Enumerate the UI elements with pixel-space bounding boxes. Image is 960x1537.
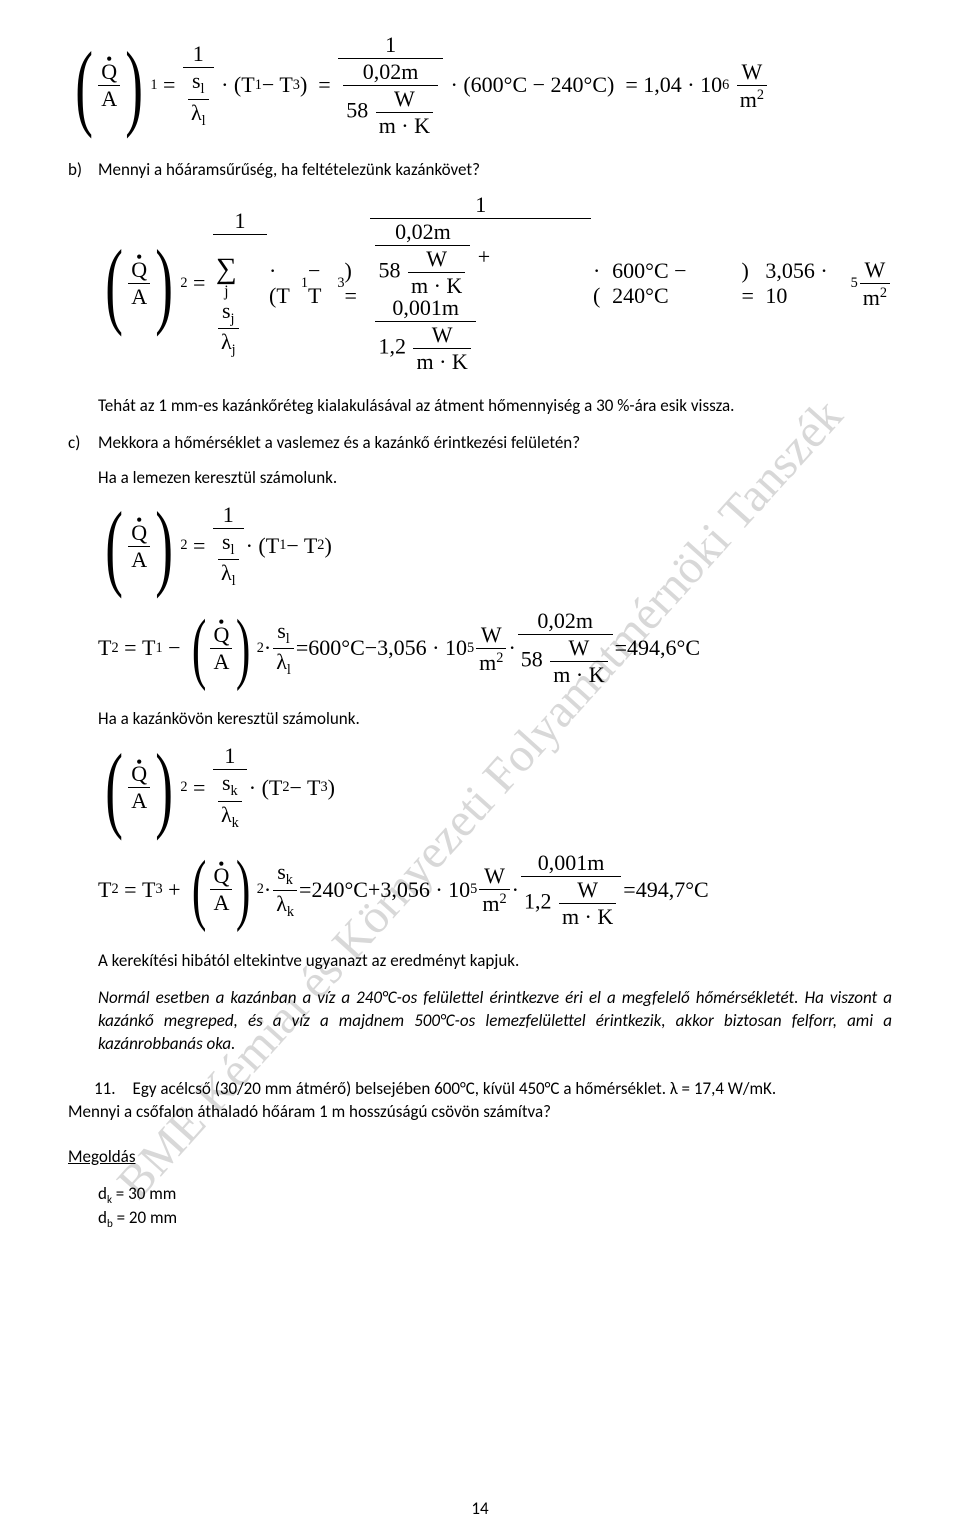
page-content: Q A 1 = 1 sl λl · (T1 − T3) = 1 0,02m 58 [68, 34, 892, 1230]
item-c-label: c) [68, 432, 98, 453]
equation-c2: T2 = T1 − QA 2 · sl λl = 600°C − 3,056 ·… [98, 610, 892, 686]
b-conclusion: Tehát az 1 mm-es kazánkőréteg kialakulás… [98, 395, 892, 418]
item-c: c) Mekkora a hőmérséklet a vaslemez és a… [68, 432, 892, 453]
item-b-label: b) [68, 159, 98, 180]
equation-b: Q A 2 = 1 ∑j sj λj · (T1 − T3) = 1 0,02m… [98, 194, 892, 373]
variables-list: dk = 30 mm db = 20 mm [98, 1183, 892, 1231]
item-b: b) Mennyi a hőáramsűrűség, ha feltételez… [68, 159, 892, 180]
item-b-question: Mennyi a hőáramsűrűség, ha feltételezünk… [98, 159, 892, 180]
c-kazankov-text: Ha a kazánkövön keresztül számolunk. [98, 708, 892, 731]
var-db: db = 20 mm [98, 1207, 892, 1230]
item-c-question: Mekkora a hőmérséklet a vaslemez és a ka… [98, 432, 892, 453]
problem-11-lead: 11. Egy acélcső (30/20 mm átmérő) belsej… [68, 1078, 892, 1124]
equation-c3: QA 2 = 1 sk λk · (T2 − T3) [98, 745, 892, 830]
c-normal-text: Normál esetben a kazánban a víz a 240°C-… [98, 987, 892, 1056]
equation-c1: QA 2 = 1 sl λl · (T1 − T2) [98, 504, 892, 589]
var-dk: dk = 30 mm [98, 1183, 892, 1206]
megoldas-heading: Megoldás [68, 1146, 892, 1169]
c-rounding-text: A kerekítési hibától eltekintve ugyanazt… [98, 950, 892, 973]
equation-c4: T2 = T3 + QA 2 · sk λk = 240°C + 3,056 ·… [98, 852, 892, 928]
c-lemezen-text: Ha a lemezen keresztül számolunk. [98, 467, 892, 490]
page-number: 14 [471, 1498, 488, 1519]
equation-a: Q A 1 = 1 sl λl · (T1 − T3) = 1 0,02m 58 [68, 34, 892, 137]
problem-11-question: Mennyi a csőfalon áthaladó hőáram 1 m ho… [68, 1101, 551, 1122]
